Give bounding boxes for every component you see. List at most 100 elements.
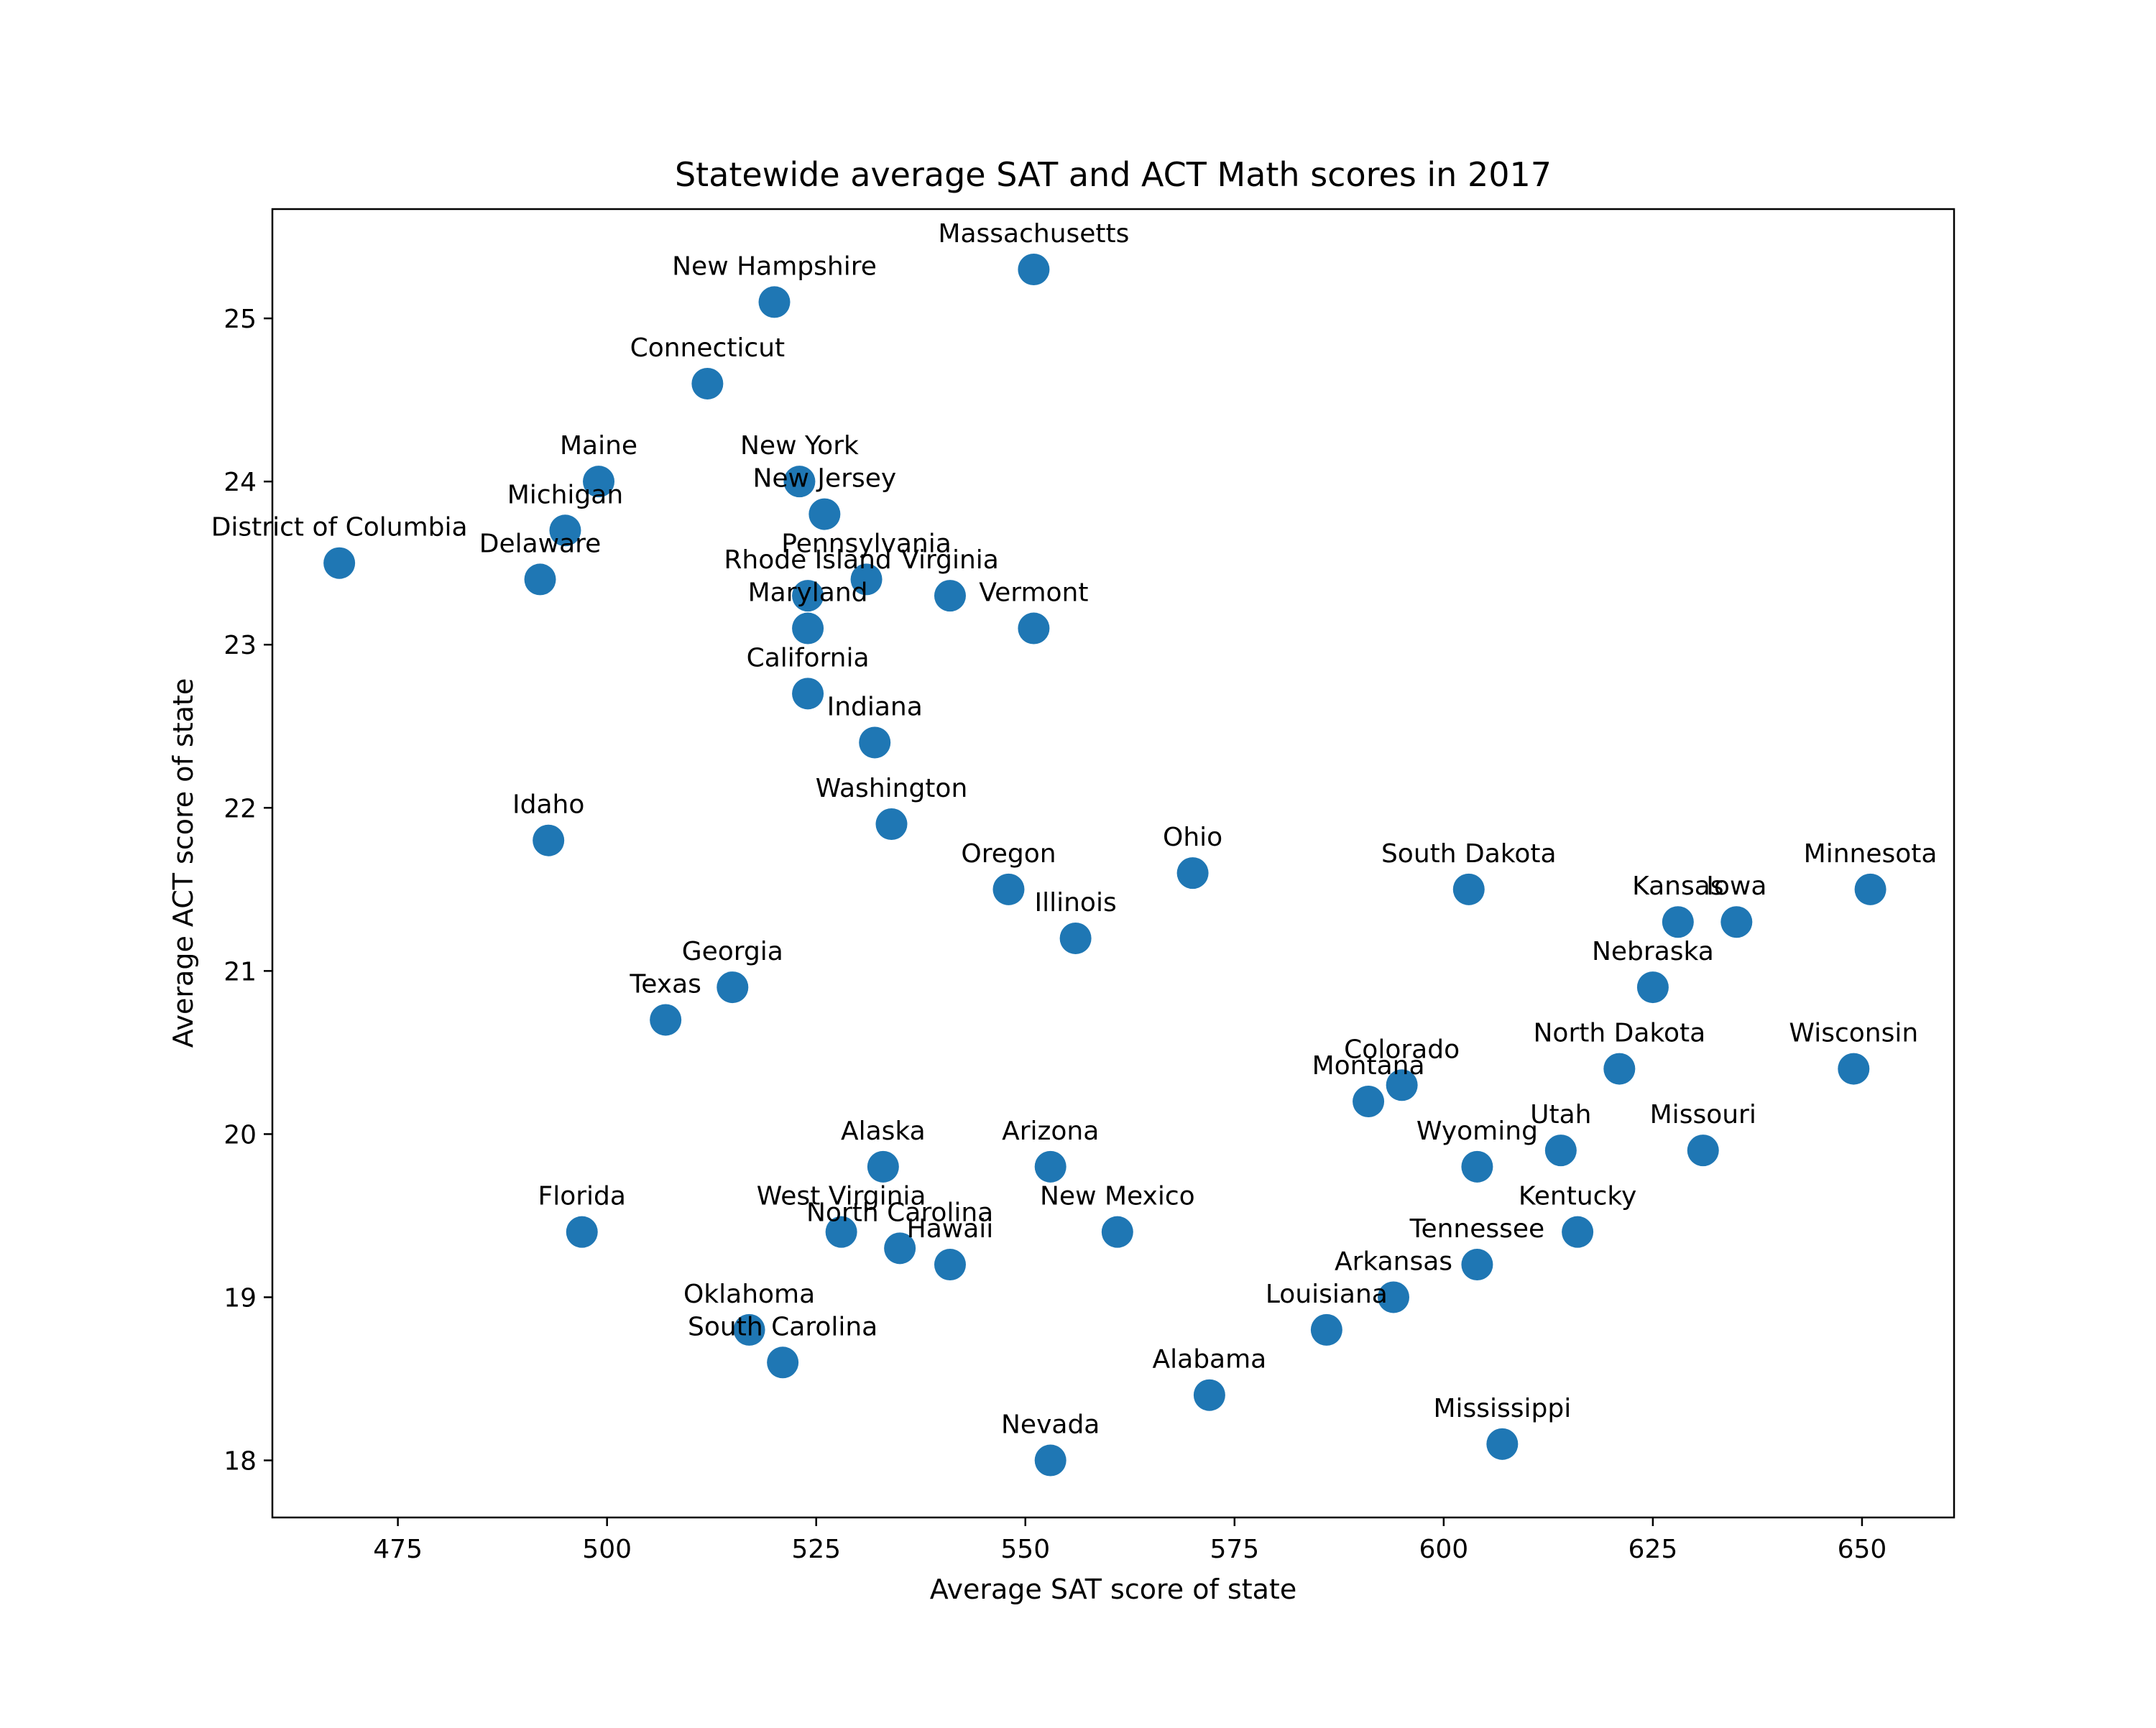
y-tick-label: 21 (224, 957, 257, 987)
data-point (867, 1150, 899, 1183)
point-label: Hawaii (907, 1214, 994, 1244)
point-label: New Jersey (752, 464, 896, 494)
point-label: Kentucky (1519, 1182, 1636, 1211)
point-label: Illinois (1034, 888, 1116, 918)
data-point (1854, 873, 1886, 905)
point-label: Michigan (507, 480, 623, 509)
data-point (1562, 1216, 1594, 1248)
data-point (758, 286, 791, 318)
point-label: Utah (1530, 1100, 1591, 1129)
point-label: Colorado (1344, 1035, 1460, 1064)
point-label: New Mexico (1040, 1182, 1195, 1211)
point-label: Louisiana (1266, 1280, 1388, 1309)
data-point (1386, 1069, 1418, 1101)
point-label: Wisconsin (1789, 1019, 1918, 1048)
point-label: Texas (629, 969, 701, 999)
point-label: New York (740, 431, 859, 461)
x-axis-label: Average SAT score of state (930, 1574, 1296, 1605)
data-point (1662, 906, 1694, 938)
data-point (850, 563, 883, 596)
point-label: Ohio (1163, 823, 1222, 852)
points-layer (323, 254, 1886, 1477)
data-point (733, 1313, 765, 1346)
point-label: Alaska (841, 1117, 926, 1146)
data-point (875, 808, 908, 841)
data-point (524, 563, 556, 596)
data-point (1461, 1249, 1493, 1281)
data-point (859, 726, 891, 759)
point-label: West Virginia (757, 1182, 926, 1211)
data-point (1544, 1135, 1577, 1167)
data-point (1353, 1086, 1385, 1118)
point-label: North Carolina (806, 1198, 993, 1227)
point-label: Florida (538, 1182, 626, 1211)
y-tick-label: 18 (224, 1447, 257, 1477)
point-label: Tennessee (1409, 1214, 1545, 1244)
point-label: Vermont (979, 578, 1088, 608)
y-tick-label: 20 (224, 1120, 257, 1150)
data-point (566, 1216, 598, 1248)
data-point (808, 498, 841, 530)
point-label: Mississippi (1433, 1394, 1571, 1423)
point-label: Alabama (1153, 1345, 1267, 1374)
y-tick-label: 23 (224, 631, 257, 660)
data-point (1101, 1216, 1133, 1248)
point-label: Pennsylvania (781, 529, 952, 558)
x-tick-label: 500 (582, 1535, 632, 1564)
point-label: Nevada (1001, 1410, 1100, 1440)
data-point (323, 547, 356, 579)
data-point (767, 1346, 799, 1379)
point-label: Oregon (961, 839, 1056, 869)
data-point (1603, 1053, 1636, 1085)
data-point (1720, 906, 1753, 938)
point-label: Georgia (682, 937, 783, 966)
point-label: Washington (816, 774, 968, 803)
y-axis: 18 19 20 21 22 23 24 25 (224, 305, 272, 1477)
point-label: Arkansas (1335, 1247, 1452, 1276)
point-label: North Dakota (1533, 1019, 1705, 1048)
point-label: Maryland (748, 578, 868, 608)
point-label: New Hampshire (672, 251, 877, 281)
x-tick-label: 650 (1838, 1535, 1887, 1564)
data-point (1838, 1053, 1870, 1085)
data-point (884, 1232, 916, 1265)
data-point (1636, 971, 1669, 1004)
data-point (1018, 612, 1050, 644)
data-point (1018, 254, 1050, 286)
data-point (1452, 873, 1485, 905)
point-labels-layer: Massachusetts New Hampshire Connecticut Mai… (211, 219, 1938, 1440)
data-point (1034, 1150, 1067, 1183)
point-label: California (747, 643, 870, 673)
x-tick-label: 600 (1419, 1535, 1468, 1564)
data-point (934, 1249, 966, 1281)
data-point (992, 873, 1025, 905)
point-label: Wyoming (1416, 1117, 1538, 1146)
x-tick-label: 575 (1210, 1535, 1259, 1564)
point-label: South Carolina (688, 1312, 877, 1341)
data-point (650, 1004, 682, 1036)
data-point (1687, 1135, 1719, 1167)
x-tick-label: 550 (1000, 1535, 1050, 1564)
x-tick-label: 475 (373, 1535, 423, 1564)
data-point (792, 678, 824, 710)
point-label: Massachusetts (938, 219, 1129, 249)
point-label: Indiana (827, 692, 923, 721)
point-label: Delaware (479, 529, 602, 558)
data-point (1059, 922, 1092, 954)
data-point (583, 466, 615, 498)
point-label: Maine (560, 431, 637, 461)
point-label: Missouri (1650, 1100, 1756, 1129)
y-tick-label: 24 (224, 468, 257, 497)
x-axis: 475 500 525 550 575 600 625 650 (373, 1517, 1886, 1564)
point-label: Arizona (1002, 1117, 1099, 1146)
point-label: Montana (1312, 1051, 1425, 1081)
y-axis-label: Average ACT score of state (167, 678, 199, 1048)
point-label: District of Columbia (211, 513, 468, 542)
y-tick-label: 25 (224, 305, 257, 334)
chart-title: Statewide average SAT and ACT Math score… (675, 155, 1552, 194)
point-label: Minnesota (1804, 839, 1938, 869)
y-tick-label: 19 (224, 1283, 257, 1313)
data-point (1193, 1379, 1225, 1411)
